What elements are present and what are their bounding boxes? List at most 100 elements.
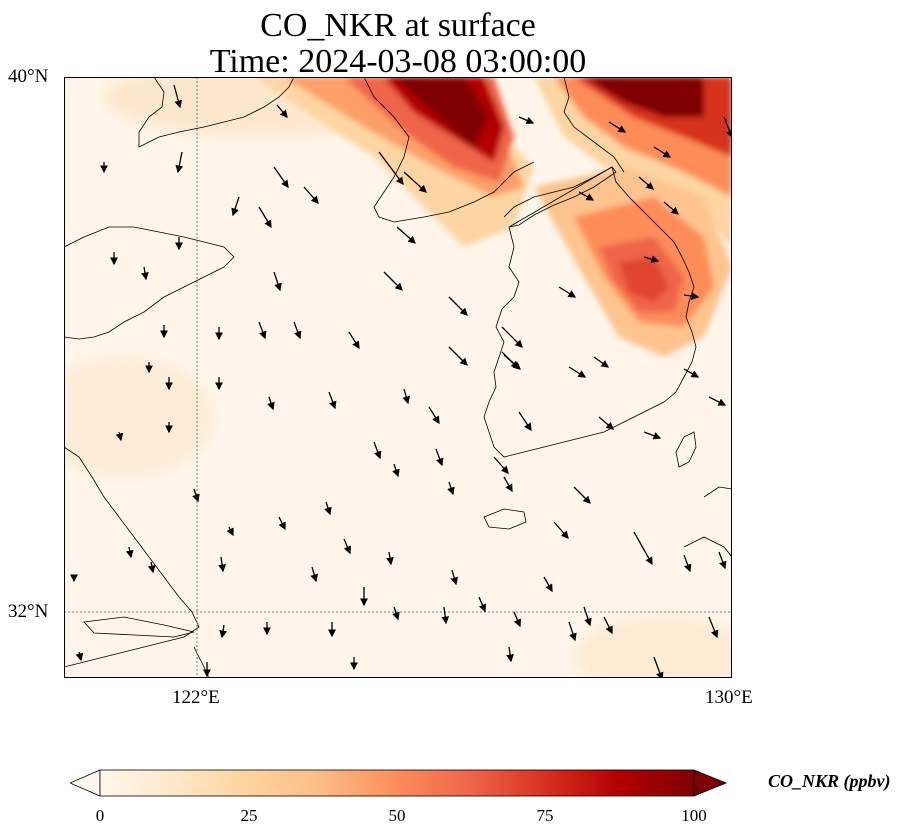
colorbar-outline <box>99 769 695 797</box>
wind-arrow <box>218 556 226 573</box>
coast-liaodong-bay <box>138 77 165 147</box>
wind-arrow <box>386 551 394 566</box>
wind-arrow <box>653 146 672 158</box>
wind-arrow <box>435 448 444 467</box>
wind-arrow <box>653 656 664 678</box>
wind-arrow <box>273 166 289 189</box>
wind-arrow <box>643 255 660 263</box>
wind-arrow <box>543 576 553 593</box>
wind-arrow <box>147 561 156 574</box>
field-tint-west <box>64 357 214 477</box>
colorbar <box>70 769 728 797</box>
wind-arrow <box>448 296 468 316</box>
wind-arrow <box>718 551 727 570</box>
wind-arrow <box>392 463 400 478</box>
wind-arrow <box>258 321 267 340</box>
map-canvas <box>64 77 732 678</box>
coast-korea <box>483 166 697 458</box>
wind-arrow <box>310 566 318 583</box>
colorbar-tick-75: 75 <box>536 806 554 825</box>
wind-arrow <box>378 151 404 186</box>
wind-arrow <box>278 516 286 531</box>
wind-arrow <box>493 456 509 474</box>
wind-arrow <box>428 406 440 425</box>
wind-arrow <box>402 388 410 405</box>
wind-arrow <box>683 368 700 378</box>
wind-arrow <box>273 271 282 292</box>
wind-arrow <box>708 396 727 406</box>
wind-arrow <box>348 331 360 350</box>
wind-arrow <box>226 526 234 537</box>
colorbar-gradient <box>100 770 694 796</box>
coast-jiangsu <box>64 446 200 668</box>
wind-arrow <box>501 326 523 348</box>
colorbar-label: CO_NKR (ppbv) <box>768 771 891 791</box>
co-plume-bohai <box>254 77 534 247</box>
wind-arrow <box>598 416 614 430</box>
wind-arrow <box>447 481 455 496</box>
coast-liaodong-west <box>138 77 295 148</box>
colorbar-tick-50: 50 <box>388 806 406 825</box>
colorbar-extend-high <box>693 769 728 797</box>
wind-arrow <box>441 606 450 625</box>
coast-nk-east <box>563 77 625 173</box>
wind-arrow <box>303 186 319 204</box>
wind-arrow <box>683 292 700 300</box>
map-frame <box>64 77 732 678</box>
wind-arrow <box>578 191 595 201</box>
coast-liaodong-peninsula <box>363 77 535 223</box>
map-panel <box>64 77 732 678</box>
colorbar-tick-100: 100 <box>681 806 707 825</box>
wind-arrow <box>403 171 427 193</box>
wind-arrow <box>558 286 577 298</box>
wind-arrow <box>573 486 591 504</box>
coast-japan-1 <box>703 486 732 498</box>
wind-arrow <box>173 84 183 109</box>
coastlines <box>64 77 732 678</box>
wind-arrow <box>518 116 535 125</box>
colorbar-extend-low <box>70 769 101 797</box>
wind-arrow <box>75 651 84 662</box>
coast-yangtze-estuary <box>83 616 195 638</box>
wind-arrow <box>603 616 613 635</box>
coast-japan-2 <box>683 536 732 558</box>
wind-vectors <box>70 84 732 678</box>
wind-arrow <box>324 501 332 516</box>
coast-yalu-estuary <box>508 166 617 228</box>
wind-arrow <box>506 646 514 663</box>
wind-arrow <box>343 538 352 555</box>
wind-arrow <box>553 521 569 539</box>
wind-arrow <box>633 531 653 566</box>
wind-arrow <box>141 266 149 281</box>
wind-arrow <box>450 569 458 586</box>
co-plume-northeast <box>534 77 732 247</box>
wind-arrow <box>723 116 732 139</box>
wind-arrow <box>175 151 184 174</box>
field-tint-southeast <box>574 617 732 678</box>
wind-arrow <box>125 546 134 559</box>
wind-arrow <box>608 121 627 133</box>
coast-jeju <box>483 508 527 530</box>
wind-arrow <box>231 196 240 217</box>
wind-arrow <box>373 441 382 460</box>
wind-arrow <box>219 624 227 639</box>
wind-arrow <box>192 488 200 503</box>
wind-arrow <box>383 271 403 291</box>
wind-arrow <box>392 606 400 621</box>
coast-nk-west-upper <box>503 166 613 218</box>
coast-tsushima <box>675 431 697 468</box>
colorbar-tick-0: 0 <box>95 806 105 825</box>
map-subtitle: Time: 2024-03-08 03:00:00 <box>209 43 587 80</box>
wind-arrow <box>708 616 719 639</box>
wind-arrow <box>513 611 522 628</box>
wind-arrow <box>683 554 692 573</box>
wind-arrow <box>115 431 124 442</box>
wind-arrow <box>583 606 592 627</box>
lat-tick-40: 40°N <box>8 66 49 87</box>
wind-arrow <box>503 354 521 370</box>
lon-tick-130: 130°E <box>705 687 753 708</box>
wind-arrow <box>328 391 337 410</box>
wind-arrow <box>518 411 532 432</box>
wind-arrow <box>267 396 275 411</box>
wind-arrow <box>293 321 302 340</box>
